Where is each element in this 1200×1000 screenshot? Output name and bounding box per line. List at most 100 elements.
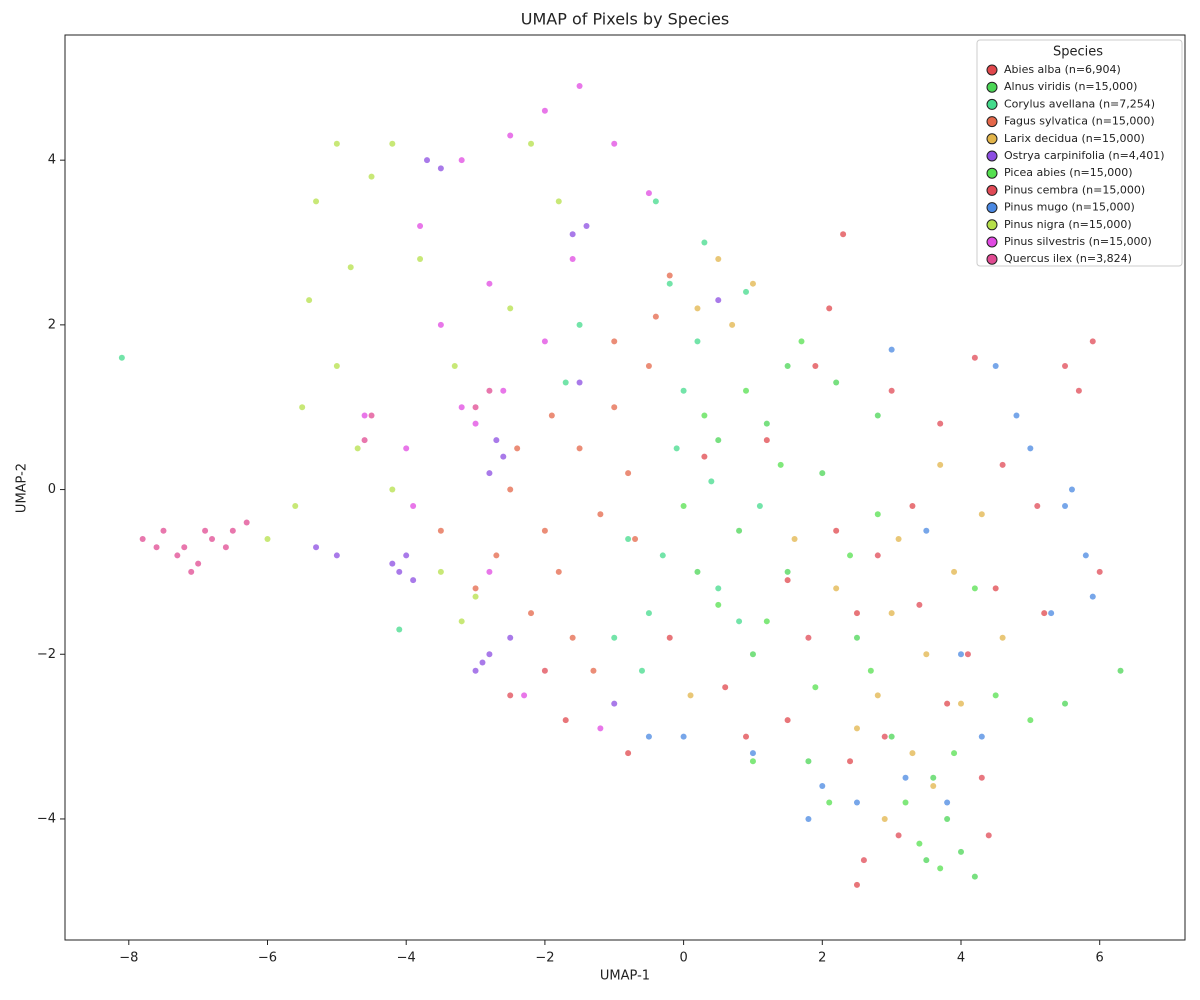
point bbox=[694, 305, 701, 312]
point bbox=[701, 239, 708, 246]
point bbox=[521, 692, 528, 699]
point bbox=[659, 552, 666, 559]
point bbox=[486, 387, 493, 394]
point bbox=[389, 486, 396, 493]
point bbox=[763, 437, 770, 444]
point bbox=[361, 412, 368, 419]
point bbox=[874, 692, 881, 699]
point bbox=[458, 404, 465, 411]
x-tick-label: 2 bbox=[818, 951, 826, 966]
point bbox=[347, 264, 354, 271]
point bbox=[784, 577, 791, 584]
point bbox=[874, 412, 881, 419]
y-tick-label: 0 bbox=[48, 482, 56, 497]
point bbox=[916, 601, 923, 608]
point bbox=[784, 568, 791, 575]
point bbox=[666, 280, 673, 287]
y-tick-label: −4 bbox=[37, 811, 56, 826]
legend-marker bbox=[986, 150, 998, 162]
point bbox=[763, 618, 770, 625]
point bbox=[472, 585, 479, 592]
point bbox=[451, 363, 458, 370]
legend-marker bbox=[986, 184, 998, 196]
point bbox=[971, 585, 978, 592]
point bbox=[1089, 338, 1096, 345]
point bbox=[888, 733, 895, 740]
point bbox=[853, 634, 860, 641]
point bbox=[978, 733, 985, 740]
point bbox=[749, 750, 756, 757]
point bbox=[583, 223, 590, 230]
point bbox=[652, 313, 659, 320]
point bbox=[333, 140, 340, 147]
point bbox=[992, 585, 999, 592]
point bbox=[999, 461, 1006, 468]
point bbox=[944, 799, 951, 806]
point bbox=[798, 338, 805, 345]
point bbox=[555, 198, 562, 205]
point bbox=[590, 667, 597, 674]
point bbox=[507, 305, 514, 312]
point bbox=[486, 470, 493, 477]
legend-marker bbox=[986, 253, 998, 265]
point bbox=[458, 157, 465, 164]
legend-marker bbox=[986, 116, 998, 128]
point bbox=[368, 412, 375, 419]
x-tick-label: −8 bbox=[119, 951, 138, 966]
point bbox=[1082, 552, 1089, 559]
legend-marker bbox=[986, 202, 998, 214]
legend-marker bbox=[986, 98, 998, 110]
legend-label: Pinus silvestris (n=15,000) bbox=[1004, 235, 1152, 248]
x-tick-label: −6 bbox=[258, 951, 277, 966]
legend-label: Larix decidua (n=15,000) bbox=[1004, 132, 1145, 145]
legend-marker bbox=[986, 167, 998, 179]
x-axis-label: UMAP-1 bbox=[600, 969, 650, 984]
point bbox=[964, 651, 971, 658]
point bbox=[819, 783, 826, 790]
point bbox=[528, 610, 535, 617]
point bbox=[403, 552, 410, 559]
point bbox=[493, 552, 500, 559]
point bbox=[666, 272, 673, 279]
point bbox=[555, 568, 562, 575]
point bbox=[1048, 610, 1055, 617]
point bbox=[486, 568, 493, 575]
point bbox=[930, 783, 937, 790]
point bbox=[701, 453, 708, 460]
point bbox=[458, 618, 465, 625]
legend-label: Corylus avellana (n=7,254) bbox=[1004, 97, 1155, 110]
point bbox=[354, 445, 361, 452]
point bbox=[486, 280, 493, 287]
point bbox=[860, 857, 867, 864]
point bbox=[902, 799, 909, 806]
legend: Species Abies alba (n=6,904) Alnus viridi… bbox=[976, 39, 1183, 267]
point bbox=[632, 535, 639, 542]
legend-marker bbox=[986, 133, 998, 145]
point bbox=[333, 552, 340, 559]
point bbox=[160, 527, 167, 534]
point bbox=[417, 223, 424, 230]
point bbox=[361, 437, 368, 444]
points bbox=[118, 83, 1124, 888]
point bbox=[951, 750, 958, 757]
legend-box bbox=[976, 39, 1183, 267]
point bbox=[736, 527, 743, 534]
chart-title: UMAP of Pixels by Species bbox=[521, 10, 729, 29]
point bbox=[188, 568, 195, 575]
point bbox=[694, 568, 701, 575]
legend-label: Quercus ilex (n=3,824) bbox=[1004, 252, 1132, 265]
point bbox=[749, 651, 756, 658]
point bbox=[500, 453, 507, 460]
legend-marker bbox=[986, 236, 998, 248]
point bbox=[985, 832, 992, 839]
point bbox=[853, 610, 860, 617]
point bbox=[923, 857, 930, 864]
point bbox=[680, 733, 687, 740]
point bbox=[715, 585, 722, 592]
point bbox=[805, 634, 812, 641]
point bbox=[812, 363, 819, 370]
point bbox=[597, 511, 604, 518]
point bbox=[944, 700, 951, 707]
point bbox=[389, 140, 396, 147]
